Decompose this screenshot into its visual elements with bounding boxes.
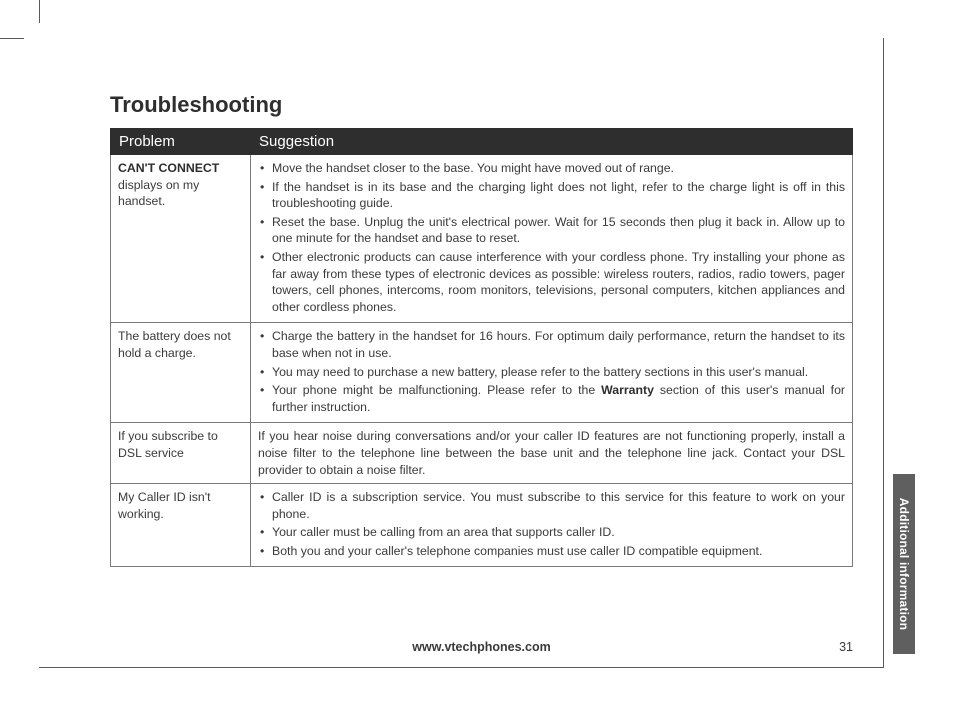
- page-number: 31: [839, 640, 853, 654]
- list-item: Your caller must be calling from an area…: [258, 524, 845, 541]
- side-tab-label: Additional information: [897, 498, 911, 630]
- list-item: Charge the battery in the handset for 16…: [258, 328, 845, 361]
- suggestion-cell: Move the handset closer to the base. You…: [251, 155, 853, 323]
- problem-cell: My Caller ID isn't working.: [111, 484, 251, 567]
- list-item: Reset the base. Unplug the unit's electr…: [258, 214, 845, 247]
- suggestion-list: Charge the battery in the handset for 16…: [258, 328, 845, 415]
- table-row: My Caller ID isn't working. Caller ID is…: [111, 484, 853, 567]
- list-item: Move the handset closer to the base. You…: [258, 160, 845, 177]
- table-header-row: Problem Suggestion: [111, 129, 853, 155]
- list-item: Caller ID is a subscription service. You…: [258, 489, 845, 522]
- page-title: Troubleshooting: [110, 92, 853, 118]
- problem-text: displays on my handset.: [118, 178, 199, 209]
- suggestion-list: Move the handset closer to the base. You…: [258, 160, 845, 315]
- table-row: If you subscribe to DSL service If you h…: [111, 423, 853, 484]
- list-item: Both you and your caller's telephone com…: [258, 543, 845, 560]
- list-item: If the handset is in its base and the ch…: [258, 179, 845, 212]
- page-border-right: [883, 38, 884, 667]
- suggestion-cell: If you hear noise during conversations a…: [251, 423, 853, 484]
- col-header-suggestion: Suggestion: [251, 129, 853, 155]
- troubleshooting-table: Problem Suggestion CAN'T CONNECT display…: [110, 128, 853, 567]
- suggestion-list: Caller ID is a subscription service. You…: [258, 489, 845, 559]
- suggestion-cell: Caller ID is a subscription service. You…: [251, 484, 853, 567]
- footer-url: www.vtechphones.com: [110, 640, 853, 654]
- list-item: Other electronic products can cause inte…: [258, 249, 845, 315]
- problem-cell: If you subscribe to DSL service: [111, 423, 251, 484]
- page-border-bottom: [39, 667, 884, 668]
- suggestion-cell: Charge the battery in the handset for 16…: [251, 323, 853, 423]
- page-footer: www.vtechphones.com 31: [110, 640, 853, 654]
- problem-bold: CAN'T CONNECT: [118, 161, 219, 175]
- crop-mark-top: [39, 0, 40, 23]
- table-row: The battery does not hold a charge. Char…: [111, 323, 853, 423]
- side-tab: Additional information: [893, 474, 915, 654]
- crop-mark-left: [0, 38, 24, 39]
- list-item: Your phone might be malfunctioning. Plea…: [258, 382, 845, 415]
- page-content: Troubleshooting Problem Suggestion CAN'T…: [110, 92, 853, 567]
- list-item: You may need to purchase a new battery, …: [258, 364, 845, 381]
- problem-cell: The battery does not hold a charge.: [111, 323, 251, 423]
- col-header-problem: Problem: [111, 129, 251, 155]
- table-row: CAN'T CONNECT displays on my handset. Mo…: [111, 155, 853, 323]
- problem-cell: CAN'T CONNECT displays on my handset.: [111, 155, 251, 323]
